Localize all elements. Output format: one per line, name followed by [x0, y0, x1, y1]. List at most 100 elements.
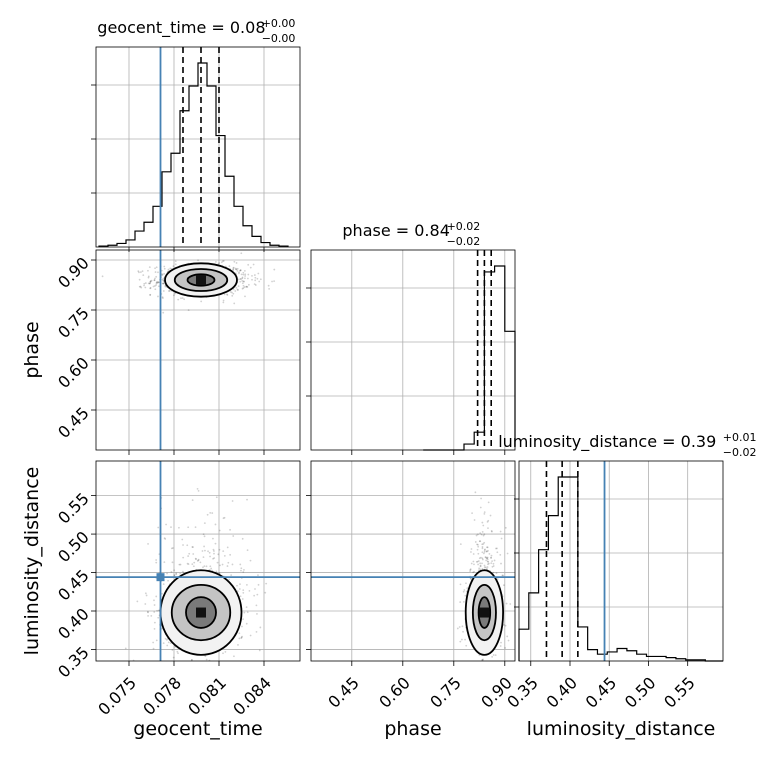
sample-point	[481, 551, 484, 554]
sample-point	[483, 533, 486, 536]
sample-point	[162, 311, 165, 314]
tick-label-x-geocent_time: 0.075	[94, 673, 140, 719]
sample-point	[488, 552, 491, 555]
sample-point	[481, 531, 484, 533]
sample-point	[201, 550, 204, 552]
sample-point	[226, 293, 228, 296]
sample-point	[479, 663, 481, 665]
title-sub-geocent_time: −0.00	[262, 32, 296, 45]
sample-point	[485, 557, 488, 560]
sample-point	[461, 625, 464, 628]
sample-point	[155, 561, 158, 564]
sample-point	[480, 497, 482, 500]
sample-point	[459, 640, 462, 643]
density-peak	[196, 275, 206, 285]
sample-point	[506, 635, 509, 638]
sample-point	[257, 272, 260, 275]
sample-point	[150, 279, 153, 282]
sample-point	[161, 282, 164, 285]
sample-point	[170, 570, 173, 573]
sample-point	[170, 526, 172, 529]
sample-point	[152, 647, 155, 650]
sample-point	[499, 645, 502, 647]
sample-point	[155, 595, 158, 598]
sample-point	[226, 565, 229, 567]
axis-label-x-geocent_time: geocent_time	[133, 718, 262, 740]
sample-point	[153, 279, 156, 282]
sample-point	[483, 564, 486, 567]
sample-point	[191, 499, 194, 502]
sample-point	[228, 265, 231, 267]
sample-point	[157, 281, 160, 284]
sample-point	[191, 662, 193, 664]
sample-point	[477, 560, 480, 562]
sample-point	[466, 587, 469, 590]
sample-point	[473, 563, 475, 566]
title-sup-phase: +0.02	[447, 220, 481, 233]
sample-point	[477, 563, 479, 566]
sample-point	[503, 623, 505, 626]
sample-point	[178, 563, 181, 566]
sample-point	[144, 603, 147, 605]
sample-point	[237, 644, 239, 646]
sample-point	[236, 267, 239, 270]
sample-point	[476, 560, 479, 563]
sample-point	[195, 558, 197, 561]
sample-point	[481, 568, 484, 570]
sample-point	[231, 665, 233, 667]
sample-point	[232, 269, 234, 271]
sample-point	[481, 659, 484, 661]
sample-point	[459, 543, 462, 545]
sample-point	[482, 552, 485, 555]
sample-point	[175, 573, 178, 576]
sample-point	[138, 271, 140, 274]
sample-point	[490, 530, 493, 533]
sample-point	[236, 269, 239, 272]
sample-point	[197, 489, 200, 492]
sample-point	[224, 650, 227, 653]
sample-point	[485, 556, 487, 559]
sample-point	[149, 294, 151, 296]
sample-point	[500, 641, 502, 644]
sample-point	[244, 277, 246, 280]
sample-point	[161, 592, 163, 595]
sample-point	[230, 574, 233, 576]
sample-point	[227, 561, 230, 564]
sample-point	[214, 523, 217, 526]
sample-point	[243, 280, 245, 283]
sample-point	[256, 277, 259, 280]
sample-point	[203, 545, 205, 548]
sample-point	[164, 637, 167, 640]
sample-point	[234, 290, 237, 292]
sample-point	[229, 553, 232, 556]
sample-point	[181, 538, 184, 541]
sample-point	[169, 267, 172, 270]
sample-point	[206, 513, 209, 516]
sample-point	[258, 649, 261, 652]
sample-point	[203, 565, 206, 568]
sample-point	[238, 637, 241, 640]
sample-point	[244, 295, 246, 298]
sample-point	[235, 268, 237, 271]
sample-point	[177, 298, 180, 301]
sample-point	[187, 563, 190, 565]
sample-point	[220, 261, 223, 264]
sample-point	[188, 552, 191, 555]
sample-point	[162, 642, 165, 644]
sample-point	[147, 282, 150, 285]
sample-point	[179, 563, 182, 566]
sample-point	[273, 268, 276, 271]
sample-point	[171, 561, 174, 564]
sample-point	[157, 295, 159, 298]
sample-point	[153, 611, 156, 613]
sample-point	[496, 578, 499, 580]
tick-label-x-geocent_time: 0.078	[139, 673, 185, 719]
sample-point	[507, 639, 510, 642]
sample-point	[241, 276, 244, 279]
sample-point	[155, 281, 158, 284]
sample-point	[176, 650, 179, 653]
sample-point	[153, 621, 156, 624]
sample-point	[241, 282, 244, 285]
sample-point	[237, 278, 240, 281]
sample-point	[147, 269, 149, 272]
